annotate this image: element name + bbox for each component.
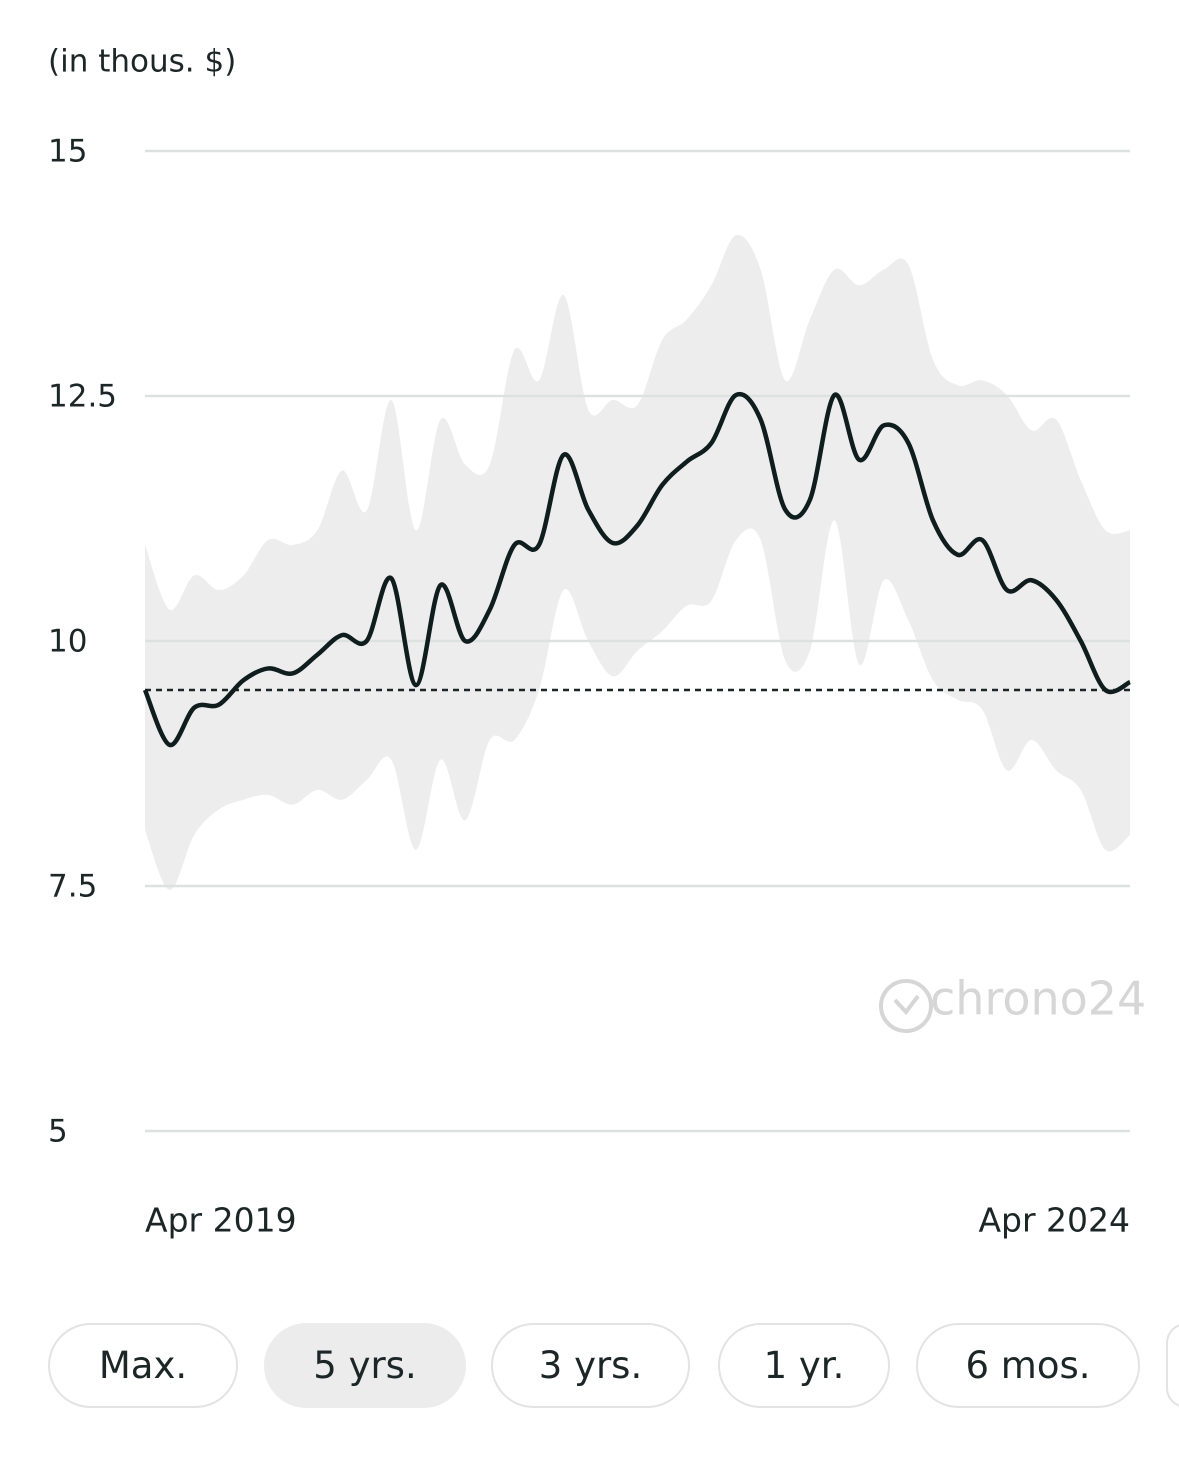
range-button[interactable]: 6 mos.	[916, 1323, 1140, 1408]
range-button[interactable]: 3 yrs.	[491, 1323, 690, 1408]
y-tick-label: 10	[48, 624, 87, 660]
watermark-text: chrono24	[930, 972, 1146, 1026]
y-tick-label: 15	[48, 134, 87, 170]
watermark: chrono24	[879, 972, 1146, 1033]
y-tick-label: 12.5	[48, 379, 117, 415]
y-tick-label: 7.5	[48, 869, 97, 905]
watermark-icon	[879, 979, 933, 1033]
price-line	[142, 391, 1132, 748]
x-tick-label: Apr 2019	[145, 1201, 297, 1240]
y-tick-label: 5	[48, 1114, 68, 1150]
button-partial[interactable]	[1166, 1323, 1179, 1408]
range-button[interactable]: 1 yr.	[718, 1323, 890, 1408]
range-button[interactable]: 5 yrs.	[264, 1323, 466, 1408]
chart: (in thous. $) 5 7.5 10 12.5 15 Apr 2019 Apr 20…	[48, 44, 1146, 1240]
range-band	[145, 234, 1130, 890]
range-button[interactable]: Max.	[48, 1323, 238, 1408]
watermark-icon-check	[893, 994, 920, 1016]
axis-unit-label: (in thous. $)	[48, 44, 236, 80]
x-tick-label: Apr 2024	[978, 1201, 1130, 1240]
